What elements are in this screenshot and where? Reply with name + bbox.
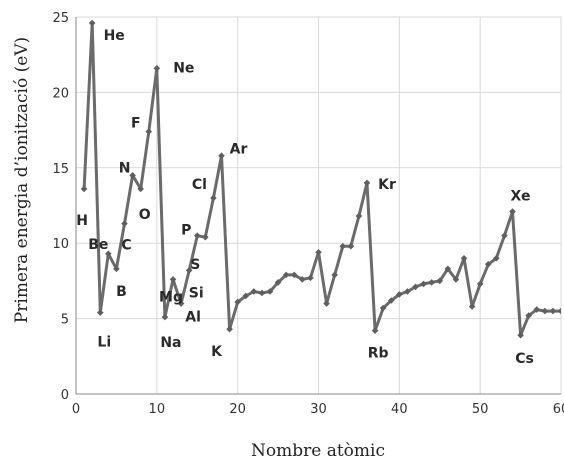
element-label: Si: [189, 285, 204, 301]
element-label: K: [211, 344, 223, 360]
element-label: Li: [97, 335, 111, 351]
y-tick-label: 20: [52, 86, 69, 101]
element-label: O: [139, 207, 151, 223]
element-label: B: [116, 284, 127, 300]
x-tick-label: 60: [553, 402, 564, 417]
element-label: Kr: [378, 177, 396, 193]
x-tick-labels: 0 10 20 30 40 50 60: [72, 402, 564, 417]
x-tick-label: 10: [149, 402, 166, 417]
y-tick-label: 10: [52, 237, 69, 252]
y-tick-labels: 0 5 10 15 20 25: [52, 11, 69, 403]
y-tick-label: 15: [52, 162, 69, 177]
y-tick-label: 5: [61, 313, 69, 328]
element-label: Cl: [192, 177, 207, 193]
x-tick-label: 40: [391, 402, 408, 417]
element-label: Rb: [368, 346, 389, 362]
x-tick-label: 50: [472, 402, 489, 417]
element-label: N: [119, 160, 131, 176]
element-label: Na: [160, 335, 181, 351]
element-label: F: [131, 116, 141, 132]
element-label: Xe: [511, 189, 531, 205]
x-tick-label: 20: [229, 402, 246, 417]
y-tick-label: 0: [61, 388, 69, 403]
element-label: Cs: [515, 351, 534, 367]
y-tick-label: 25: [52, 11, 69, 26]
element-label: H: [76, 213, 88, 229]
y-axis-title: Primera energia d’ionització (eV): [12, 37, 32, 323]
x-tick-label: 0: [72, 402, 80, 417]
element-label: S: [190, 257, 200, 273]
x-tick-label: 30: [310, 402, 327, 417]
element-label: Be: [88, 237, 108, 253]
element-label: Mg: [159, 289, 183, 305]
grid: [76, 17, 561, 394]
element-label: C: [121, 238, 131, 254]
element-label: Ar: [230, 142, 248, 158]
element-label: Al: [185, 310, 201, 326]
x-axis-title: Nombre atòmic: [251, 441, 385, 461]
element-label: He: [104, 28, 125, 44]
element-label: Ne: [173, 60, 194, 76]
element-label: P: [181, 223, 191, 239]
